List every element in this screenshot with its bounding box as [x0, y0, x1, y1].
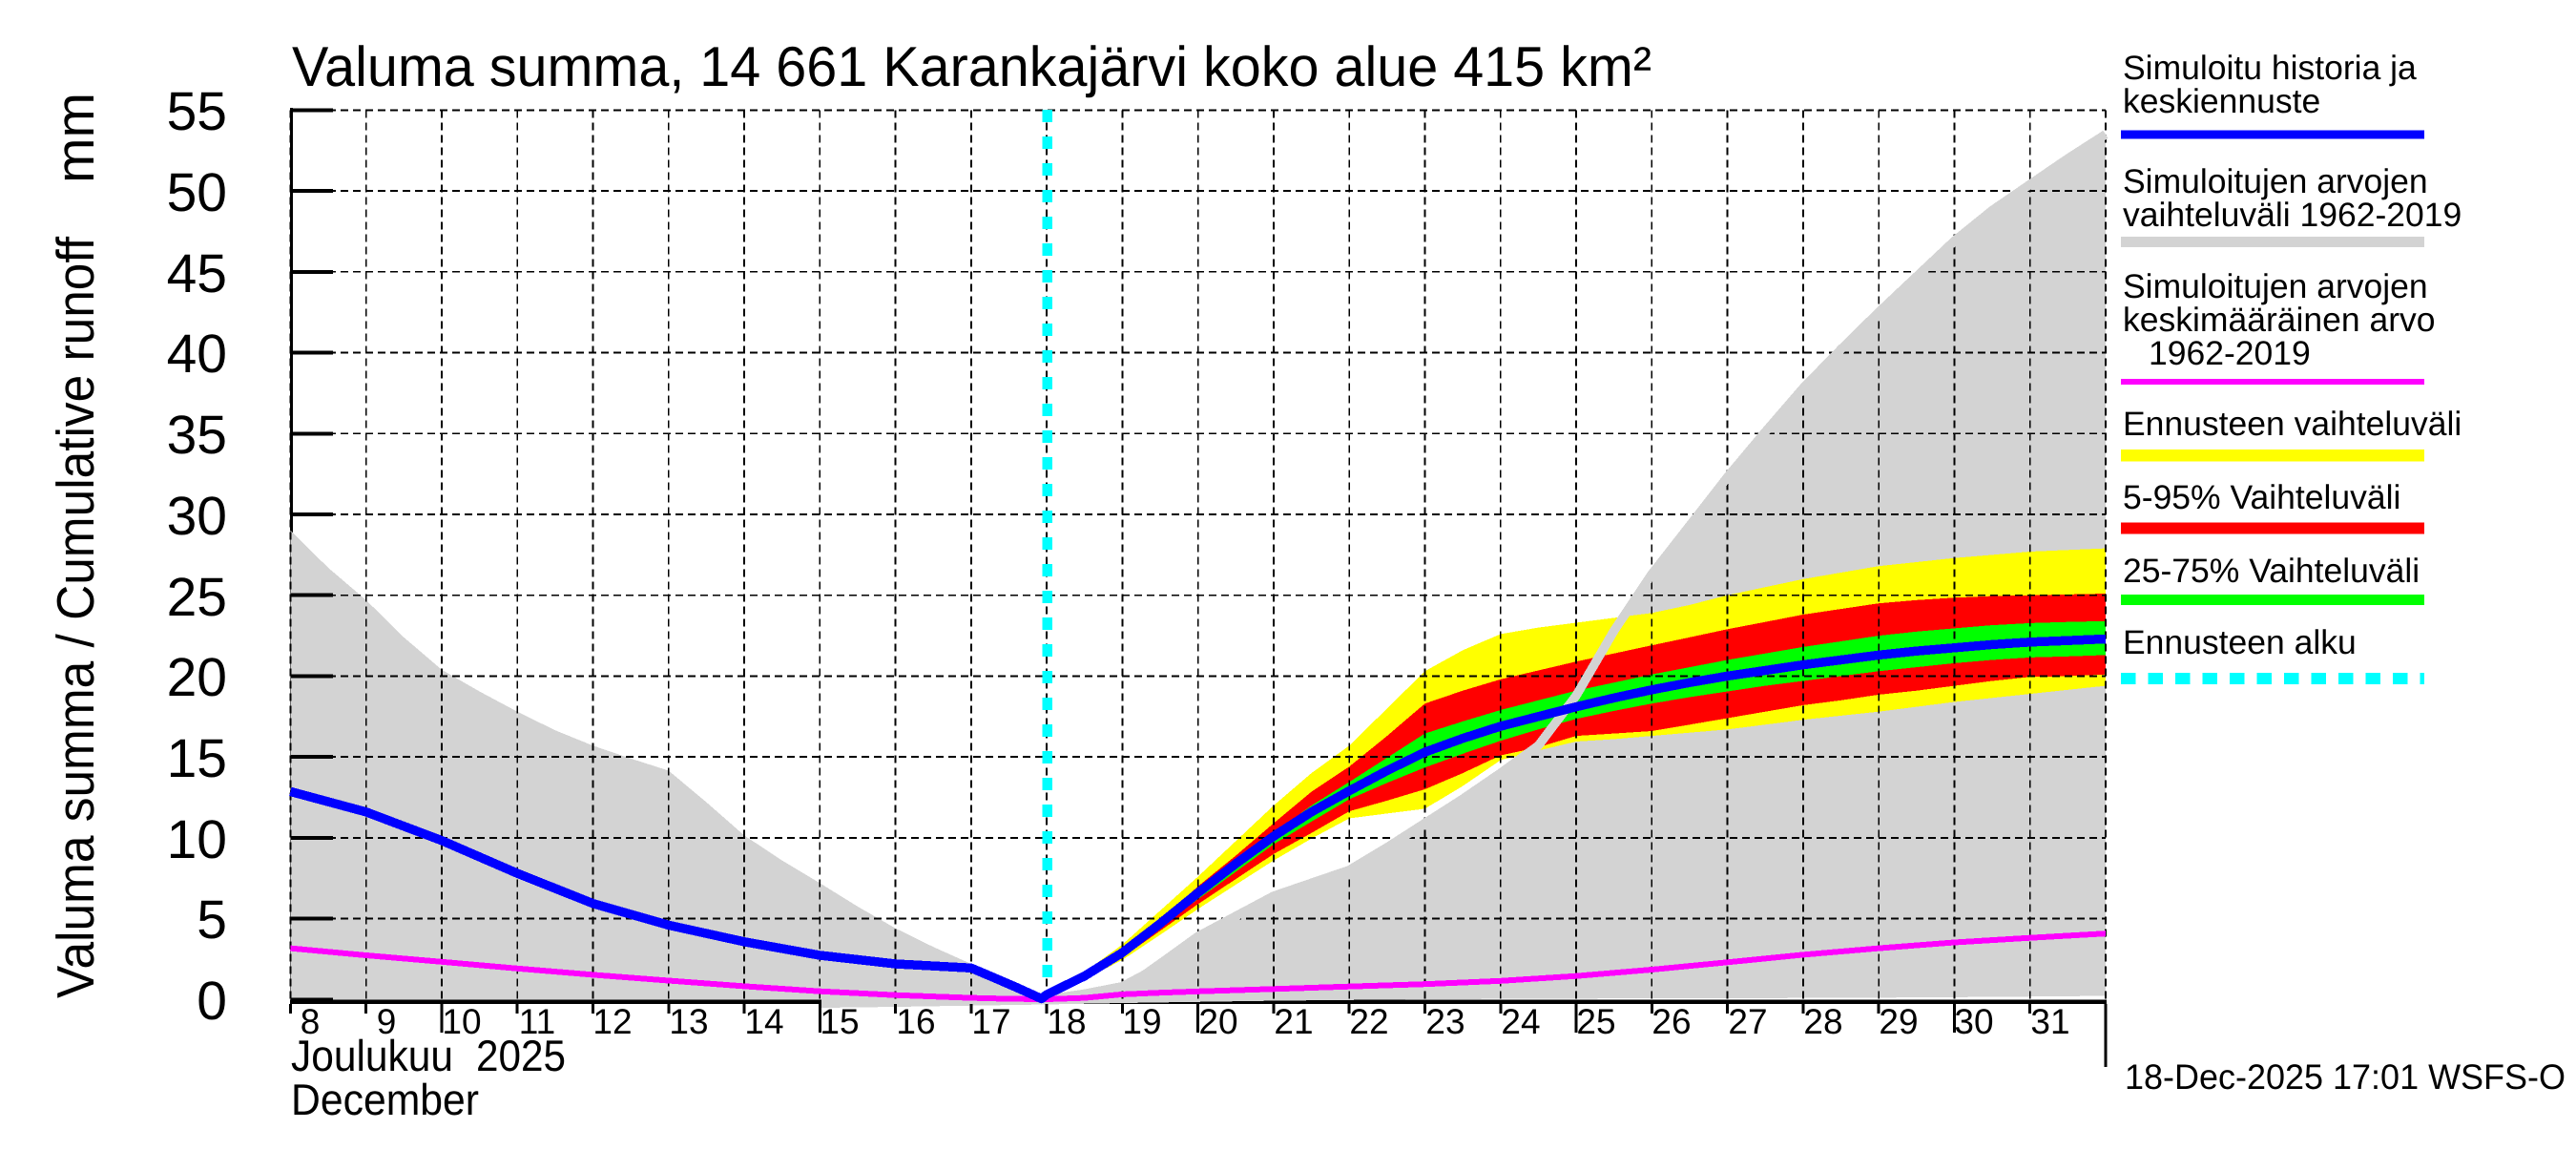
svg-text:20: 20	[1198, 1002, 1237, 1041]
svg-text:11: 11	[519, 1002, 555, 1041]
svg-text:30: 30	[167, 486, 227, 547]
svg-text:Valuma summa / Cumulative runo: Valuma summa / Cumulative runoff	[46, 236, 105, 998]
svg-text:5: 5	[197, 889, 227, 951]
svg-text:keskimääräinen arvo: keskimääräinen arvo	[2123, 301, 2436, 339]
svg-text:45: 45	[167, 243, 227, 304]
svg-text:10: 10	[442, 1002, 481, 1041]
svg-text:Simuloitujen arvojen: Simuloitujen arvojen	[2123, 267, 2428, 305]
svg-text:Joulukuu: Joulukuu	[291, 1031, 453, 1080]
svg-text:28: 28	[1803, 1002, 1842, 1041]
svg-text:25: 25	[1576, 1002, 1615, 1041]
svg-text:17: 17	[971, 1002, 1010, 1041]
svg-text:23: 23	[1425, 1002, 1465, 1041]
svg-text:14: 14	[744, 1002, 783, 1041]
svg-text:9: 9	[377, 1002, 397, 1041]
svg-text:40: 40	[167, 324, 227, 385]
svg-text:mm: mm	[45, 93, 106, 183]
svg-text:27: 27	[1728, 1002, 1767, 1041]
svg-text:18: 18	[1047, 1002, 1086, 1041]
svg-text:25-75% Vaihteluväli: 25-75% Vaihteluväli	[2123, 552, 2420, 590]
svg-text:0: 0	[197, 971, 227, 1032]
svg-text:35: 35	[167, 405, 227, 466]
svg-text:Simuloitu historia ja: Simuloitu historia ja	[2123, 49, 2417, 87]
svg-text:26: 26	[1652, 1002, 1691, 1041]
svg-text:15: 15	[167, 728, 227, 789]
svg-text:13: 13	[669, 1002, 708, 1041]
svg-text:keskiennuste: keskiennuste	[2123, 82, 2320, 120]
svg-text:December: December	[291, 1075, 479, 1124]
svg-text:55: 55	[167, 81, 227, 142]
svg-text:2025: 2025	[476, 1031, 566, 1080]
svg-text:Simuloitujen arvojen: Simuloitujen arvojen	[2123, 162, 2428, 200]
svg-text:16: 16	[896, 1002, 935, 1041]
svg-text:20: 20	[167, 647, 227, 708]
svg-text:1962-2019: 1962-2019	[2149, 334, 2311, 372]
svg-text:8: 8	[301, 1002, 321, 1041]
svg-text:25: 25	[167, 567, 227, 628]
svg-text:Ennusteen vaihteluväli: Ennusteen vaihteluväli	[2123, 405, 2462, 443]
svg-text:12: 12	[592, 1002, 632, 1041]
svg-text:50: 50	[167, 162, 227, 223]
svg-text:Valuma summa, 14 661 Karankajä: Valuma summa, 14 661 Karankajärvi koko a…	[292, 35, 1652, 98]
svg-text:22: 22	[1349, 1002, 1388, 1041]
svg-text:5-95% Vaihteluväli: 5-95% Vaihteluväli	[2123, 478, 2400, 516]
svg-text:31: 31	[2030, 1002, 2069, 1041]
svg-text:24: 24	[1501, 1002, 1540, 1041]
svg-text:15: 15	[820, 1002, 859, 1041]
svg-text:10: 10	[167, 809, 227, 870]
svg-text:Ennusteen alku: Ennusteen alku	[2123, 623, 2357, 661]
svg-text:18-Dec-2025 17:01 WSFS-O: 18-Dec-2025 17:01 WSFS-O	[2125, 1057, 2566, 1097]
svg-text:vaihteluväli 1962-2019: vaihteluväli 1962-2019	[2123, 196, 2462, 234]
svg-text:19: 19	[1122, 1002, 1161, 1041]
svg-text:21: 21	[1274, 1002, 1313, 1041]
svg-text:30: 30	[1954, 1002, 1993, 1041]
svg-text:29: 29	[1879, 1002, 1918, 1041]
